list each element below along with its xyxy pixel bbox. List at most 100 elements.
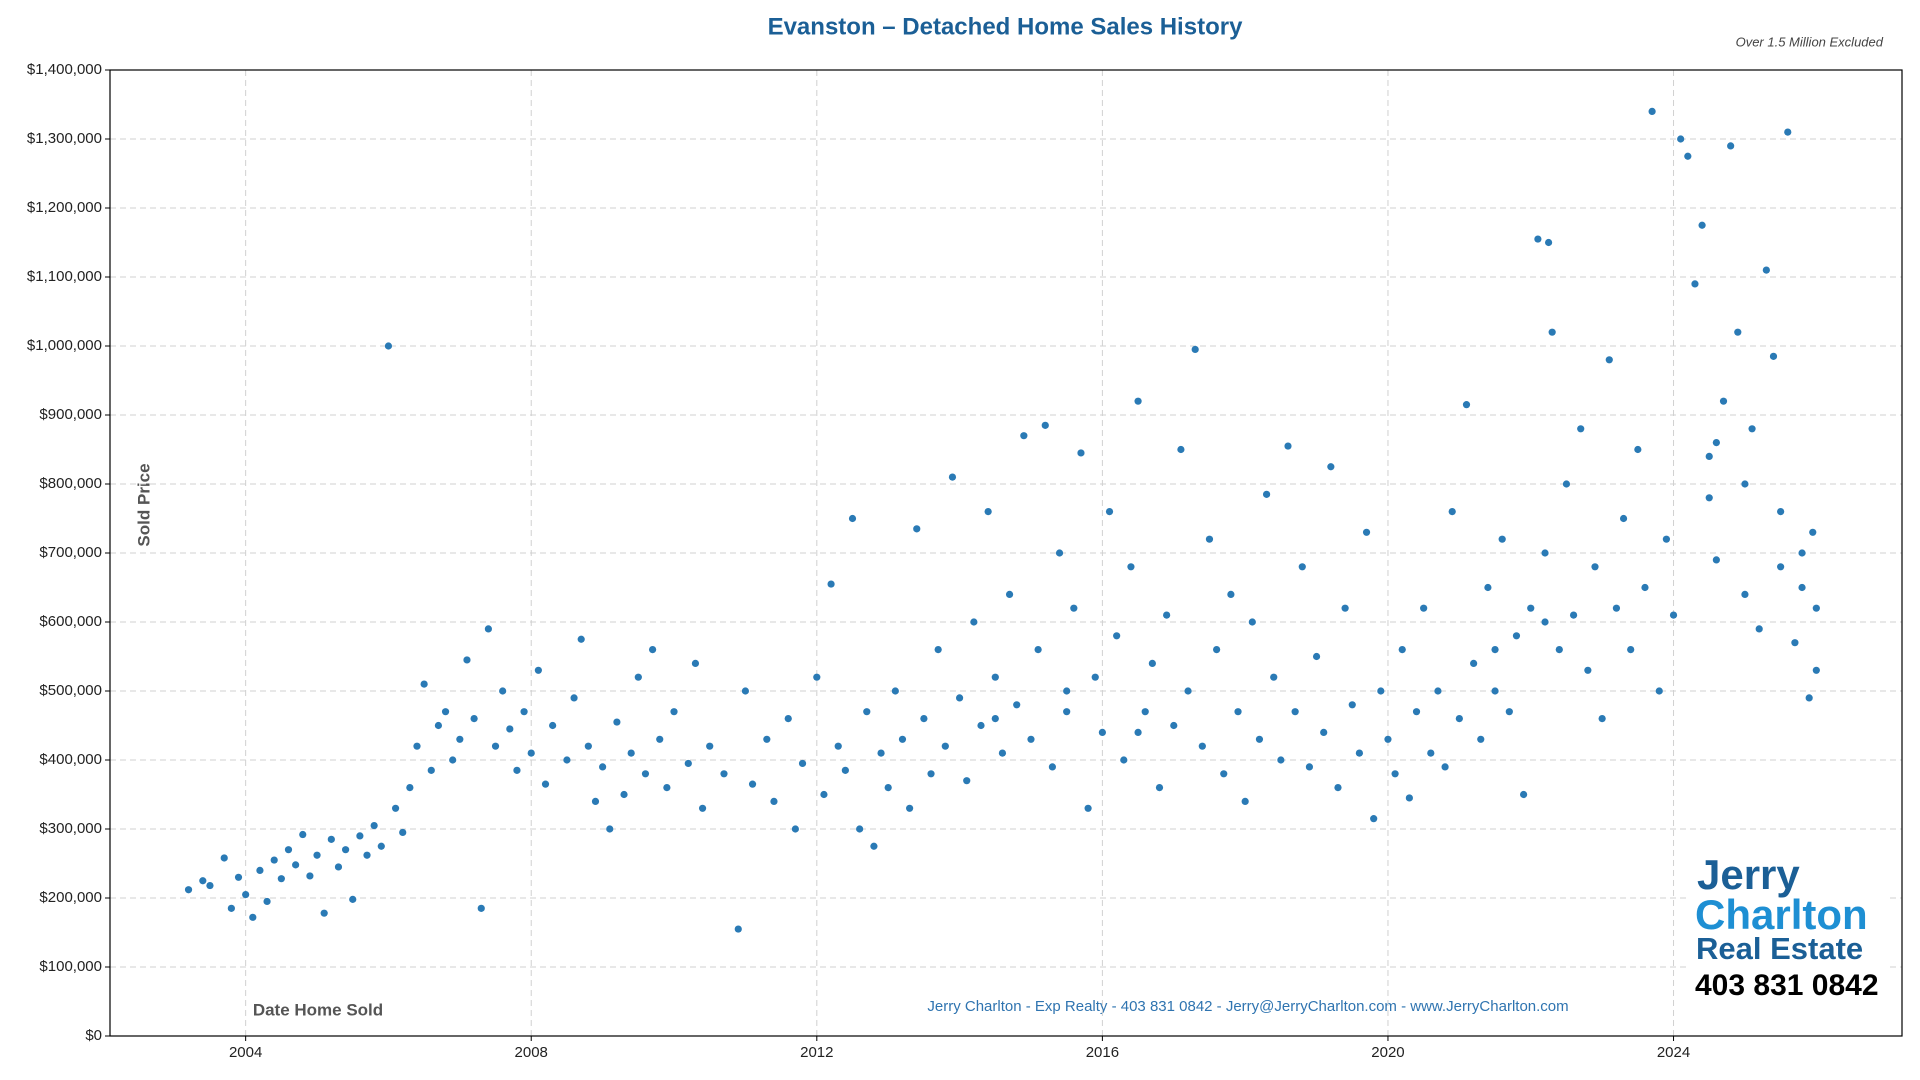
point	[1255, 735, 1264, 743]
point	[820, 790, 828, 799]
point	[206, 881, 214, 890]
x-tick-label: 2012	[800, 1044, 833, 1061]
note: Over 1.5 Million Excluded	[1736, 34, 1884, 49]
y-tick-label: $1,000,000	[27, 337, 102, 354]
point	[1455, 715, 1463, 723]
point	[955, 694, 964, 702]
point	[570, 694, 578, 702]
point	[1705, 452, 1713, 460]
point	[349, 895, 357, 903]
point	[527, 749, 535, 757]
point	[1677, 135, 1685, 143]
point	[1448, 508, 1456, 516]
point	[870, 842, 878, 850]
y-tick-label: $1,400,000	[27, 61, 102, 78]
point	[520, 708, 528, 716]
point	[1441, 763, 1449, 771]
y-tick-label: $100,000	[39, 958, 102, 975]
point	[1334, 784, 1342, 792]
point	[1791, 639, 1799, 647]
point	[1577, 425, 1585, 433]
point	[370, 821, 378, 830]
point	[1734, 328, 1742, 336]
point	[1291, 708, 1299, 716]
point	[848, 514, 857, 523]
point	[1013, 701, 1021, 709]
point	[463, 656, 471, 664]
point	[977, 721, 985, 730]
point	[234, 873, 243, 881]
point	[1555, 646, 1563, 654]
point	[1234, 708, 1242, 716]
point	[420, 680, 428, 688]
point	[1520, 790, 1528, 799]
point	[499, 687, 507, 695]
point	[1284, 442, 1292, 450]
point	[1348, 701, 1356, 709]
point	[441, 708, 450, 716]
point	[827, 580, 835, 588]
point	[1220, 770, 1228, 778]
point	[606, 825, 614, 833]
point	[1141, 708, 1149, 716]
y-tick-label: $700,000	[39, 544, 102, 561]
point	[1691, 280, 1699, 288]
point	[1591, 563, 1599, 571]
x-tick-label: 2004	[229, 1044, 262, 1061]
point	[1105, 508, 1114, 516]
point	[220, 854, 228, 862]
point	[342, 846, 350, 854]
point	[656, 735, 664, 743]
point	[270, 856, 278, 864]
point	[1684, 152, 1692, 160]
point	[963, 777, 971, 785]
footer: Jerry Charlton - Exp Realty - 403 831 08…	[927, 998, 1568, 1015]
point	[1377, 687, 1385, 695]
point	[591, 797, 600, 806]
point	[1034, 646, 1042, 654]
point	[1541, 549, 1549, 557]
point	[1184, 687, 1192, 695]
point	[1098, 728, 1106, 737]
point	[1748, 425, 1756, 433]
point	[256, 866, 264, 875]
point	[813, 673, 821, 681]
point	[1641, 583, 1649, 592]
point	[906, 804, 914, 812]
point	[1548, 328, 1556, 336]
point	[898, 735, 907, 743]
point	[327, 835, 335, 843]
point	[784, 715, 792, 723]
point	[1177, 445, 1185, 454]
point	[491, 742, 500, 750]
point	[1248, 618, 1256, 626]
point	[741, 687, 750, 695]
point	[356, 832, 364, 840]
point	[1534, 235, 1542, 243]
point	[299, 830, 307, 839]
point	[1512, 632, 1521, 640]
point	[1798, 583, 1806, 592]
point	[1427, 749, 1435, 757]
point	[948, 473, 957, 481]
x-axis-label: Date Home Sold	[253, 1000, 383, 1019]
point	[1434, 687, 1442, 695]
point	[406, 784, 414, 792]
point	[1170, 721, 1178, 730]
point	[334, 863, 343, 871]
point	[434, 721, 443, 730]
point	[1619, 514, 1628, 523]
point	[798, 759, 807, 768]
point	[1320, 728, 1328, 737]
point	[1705, 494, 1713, 502]
point	[1527, 604, 1535, 612]
point	[1327, 463, 1335, 471]
point	[1777, 563, 1785, 571]
plot-area: $0 $100,000 $200,000 $300,000 $400,000 $500,0…	[27, 61, 1903, 1061]
point	[920, 715, 928, 723]
point	[1227, 590, 1235, 599]
point	[1198, 742, 1206, 750]
point	[1662, 535, 1670, 543]
y-tick-label: $200,000	[39, 889, 102, 906]
